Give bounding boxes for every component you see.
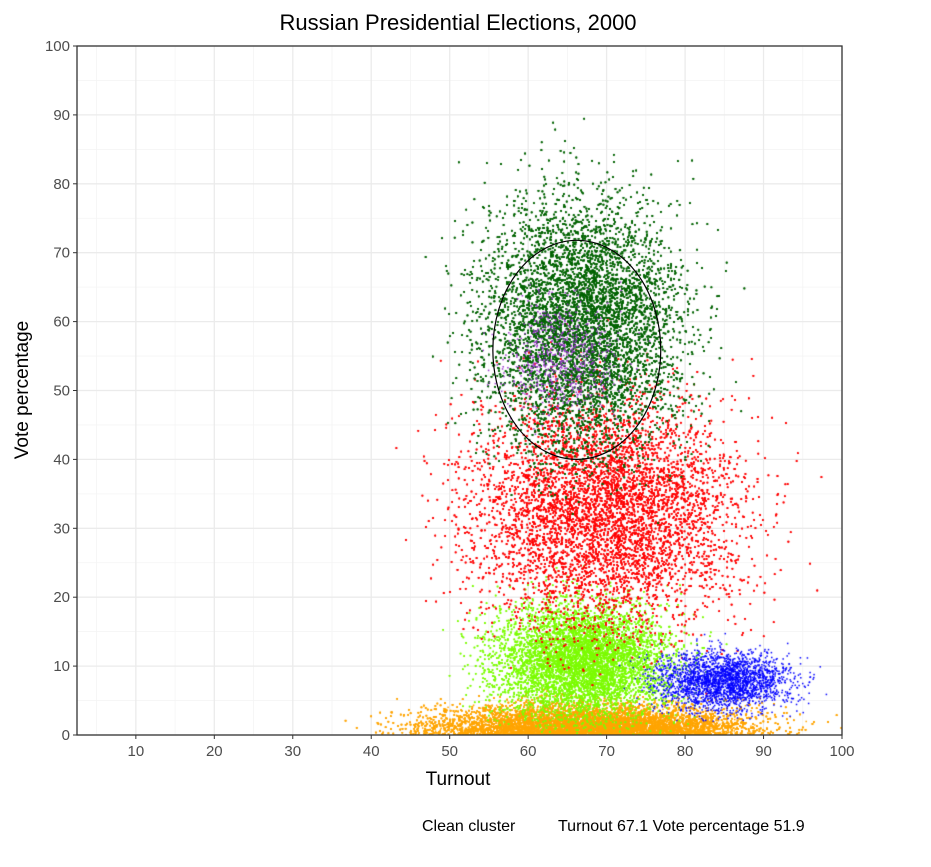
y-tick-label: 60 xyxy=(53,314,70,331)
x-tick-label: 70 xyxy=(598,743,615,760)
y-tick-label: 40 xyxy=(53,451,70,468)
x-tick-label: 60 xyxy=(520,743,537,760)
y-tick-label: 30 xyxy=(53,520,70,537)
y-tick-label: 100 xyxy=(45,38,70,55)
x-tick-label: 40 xyxy=(363,743,380,760)
x-tick-label: 50 xyxy=(441,743,458,760)
x-axis-title: Turnout xyxy=(426,769,491,790)
x-tick-label: 20 xyxy=(206,743,223,760)
x-tick-label: 10 xyxy=(128,743,145,760)
x-tick-label: 30 xyxy=(284,743,301,760)
x-tick-label: 80 xyxy=(677,743,694,760)
y-tick-label: 0 xyxy=(62,727,70,744)
footer-cluster-values: Turnout 67.1 Vote percentage 51.9 xyxy=(558,818,805,835)
y-tick-label: 20 xyxy=(53,589,70,606)
x-tick-label: 100 xyxy=(829,743,854,760)
y-axis-title: Vote percentage xyxy=(12,321,33,459)
y-tick-label: 10 xyxy=(53,658,70,675)
chart-title: Russian Presidential Elections, 2000 xyxy=(279,10,636,35)
footer-cluster-label: Clean cluster xyxy=(422,818,516,835)
y-tick-label: 70 xyxy=(53,245,70,262)
y-tick-label: 90 xyxy=(53,107,70,124)
x-tick-label: 90 xyxy=(755,743,772,760)
y-tick-label: 50 xyxy=(53,383,70,400)
clean-cluster-ellipse xyxy=(492,239,662,461)
data-points xyxy=(77,46,842,735)
axis-ticks: 10 20 30 40 50 60 70 80 90 100 0 10 20 30 40 50 60 70 80 90… xyxy=(45,38,855,760)
y-tick-label: 80 xyxy=(53,176,70,193)
